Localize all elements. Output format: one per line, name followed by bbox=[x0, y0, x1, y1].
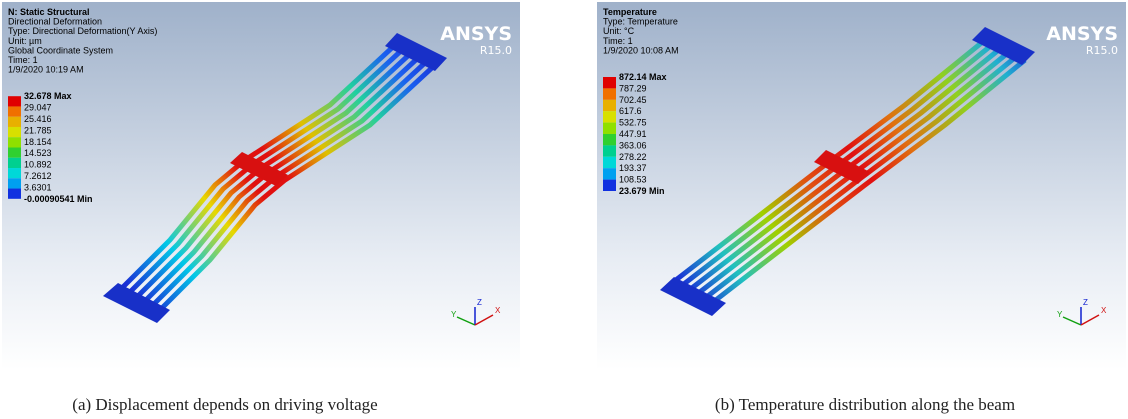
legend-label: 21.785 bbox=[24, 125, 52, 135]
legend-swatch bbox=[603, 134, 616, 145]
header-line: 1/9/2020 10:19 AM bbox=[8, 65, 84, 75]
header-line: Time: 1 bbox=[8, 55, 38, 65]
header-line: Temperature bbox=[603, 7, 657, 17]
legend-label: 617.6 bbox=[619, 106, 642, 116]
legend-swatch bbox=[603, 111, 616, 122]
legend-swatch bbox=[603, 157, 616, 168]
axis-label: Z bbox=[477, 298, 482, 307]
header-line: Time: 1 bbox=[603, 36, 633, 46]
brand: ANSYS bbox=[440, 23, 512, 45]
legend-label: 29.047 bbox=[24, 103, 52, 113]
legend-swatch bbox=[8, 106, 21, 116]
legend-label: 193.37 bbox=[619, 163, 647, 173]
header-line: 1/9/2020 10:08 AM bbox=[603, 45, 679, 55]
axis-label: Y bbox=[451, 310, 457, 319]
header-line: Unit: °C bbox=[603, 26, 635, 36]
legend-swatch bbox=[8, 148, 21, 158]
legend-swatch bbox=[603, 123, 616, 134]
legend-swatch bbox=[8, 178, 21, 188]
legend-swatch bbox=[8, 137, 21, 147]
header-line: Directional Deformation bbox=[8, 17, 102, 27]
legend-label: 18.154 bbox=[24, 137, 52, 147]
legend-label: 14.523 bbox=[24, 148, 52, 158]
legend-label: 3.6301 bbox=[24, 182, 52, 192]
version: R15.0 bbox=[480, 44, 512, 57]
legend-label: 447.91 bbox=[619, 129, 647, 139]
legend-swatch bbox=[603, 145, 616, 156]
axis-label: Z bbox=[1083, 298, 1088, 307]
axis-label: X bbox=[495, 306, 501, 315]
legend-label: 532.75 bbox=[619, 118, 647, 128]
header-line: Type: Temperature bbox=[603, 17, 678, 27]
legend-label: -0.00090541 Min bbox=[24, 194, 93, 204]
caption: (b) Temperature distribution along the b… bbox=[715, 395, 1015, 414]
legend-label: 108.53 bbox=[619, 175, 647, 185]
header-line: N: Static Structural bbox=[8, 7, 90, 17]
legend-label: 363.06 bbox=[619, 140, 647, 150]
legend-label: 10.892 bbox=[24, 160, 52, 170]
caption: (a) Displacement depends on driving volt… bbox=[72, 395, 377, 414]
header-line: Type: Directional Deformation(Y Axis) bbox=[8, 26, 157, 36]
legend-swatch bbox=[603, 168, 616, 179]
legend-label: 25.416 bbox=[24, 114, 52, 124]
brand: ANSYS bbox=[1046, 23, 1118, 45]
legend-label: 278.22 bbox=[619, 152, 647, 162]
legend-swatch bbox=[8, 96, 21, 106]
legend-swatch bbox=[8, 189, 21, 199]
axis-label: X bbox=[1101, 306, 1107, 315]
header-line: Global Coordinate System bbox=[8, 45, 113, 55]
version: R15.0 bbox=[1086, 44, 1118, 57]
legend-swatch bbox=[603, 77, 616, 88]
legend-swatch bbox=[603, 88, 616, 99]
legend-swatch bbox=[8, 127, 21, 137]
legend-swatch bbox=[603, 100, 616, 111]
header-line: Unit: µm bbox=[8, 36, 42, 46]
legend-swatch bbox=[8, 158, 21, 168]
axis-label: Y bbox=[1057, 310, 1063, 319]
legend-label: 23.679 Min bbox=[619, 186, 665, 196]
legend-label: 32.678 Max bbox=[24, 91, 72, 101]
legend-label: 787.29 bbox=[619, 83, 647, 93]
legend-label: 872.14 Max bbox=[619, 72, 667, 82]
legend-swatch bbox=[8, 117, 21, 127]
figure: N: Static StructuralDirectional Deformat… bbox=[0, 0, 1128, 419]
legend-swatch bbox=[603, 180, 616, 191]
legend-label: 7.2612 bbox=[24, 171, 52, 181]
legend-swatch bbox=[8, 168, 21, 178]
legend-label: 702.45 bbox=[619, 95, 647, 105]
